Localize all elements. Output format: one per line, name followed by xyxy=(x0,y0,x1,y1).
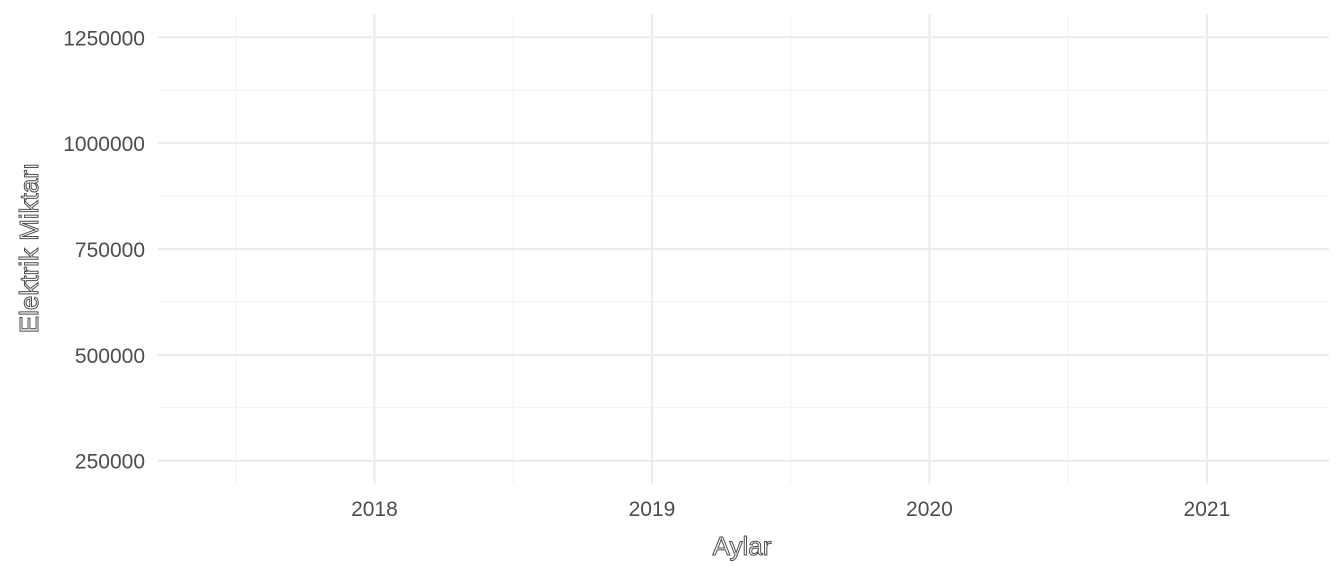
x-tick-label: 2018 xyxy=(351,498,398,521)
y-axis-title: Elektrik Miktarı xyxy=(14,163,44,333)
y-tick-label: 250000 xyxy=(75,451,145,474)
y-axis-ticks: 250000 500000 750000 1000000 1250000 xyxy=(63,27,145,473)
y-tick-label: 500000 xyxy=(75,345,145,368)
x-tick-label: 2021 xyxy=(1184,498,1231,521)
grid xyxy=(158,14,1329,484)
x-axis-title: Aylar xyxy=(713,531,772,561)
x-tick-label: 2020 xyxy=(906,498,953,521)
x-tick-label: 2019 xyxy=(629,498,676,521)
y-tick-label: 1000000 xyxy=(63,133,145,156)
y-tick-label: 1250000 xyxy=(63,27,145,50)
y-tick-label: 750000 xyxy=(75,239,145,262)
x-axis-ticks: 2018 2019 2020 2021 xyxy=(351,498,1230,521)
